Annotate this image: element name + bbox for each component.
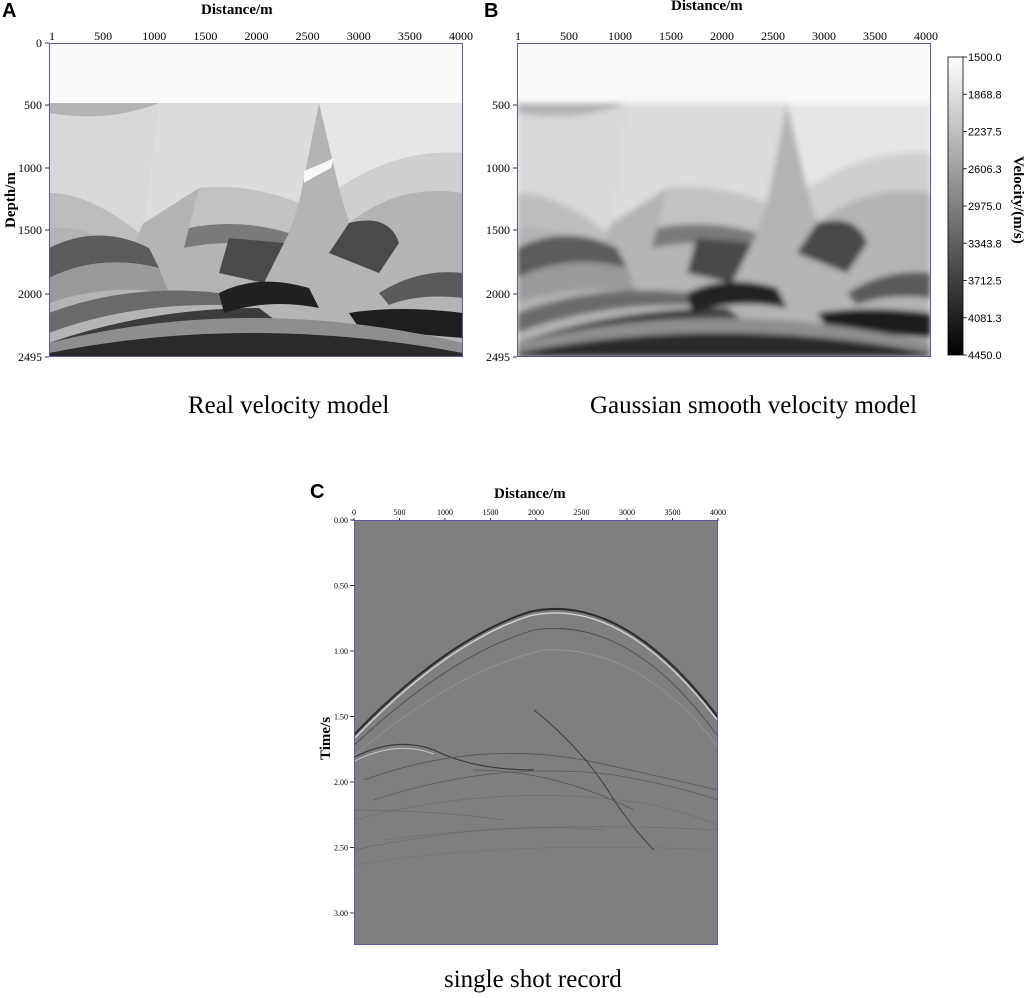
x-tick-label: 4000 <box>914 29 938 43</box>
panel-b-label: B <box>484 0 499 22</box>
y-tick-label: 1000 <box>486 161 510 175</box>
x-tick-label: 500 <box>94 29 112 43</box>
x-tick-label: 4000 <box>449 29 473 43</box>
x-tick-label: 3000 <box>619 508 635 517</box>
x-tick-label: 3000 <box>812 29 836 43</box>
x-tick-label: 2000 <box>710 29 734 43</box>
y-tick-label: 2000 <box>486 287 510 301</box>
y-tick-label: 0 <box>36 36 42 50</box>
x-tick-label: 2500 <box>296 29 320 43</box>
panel-c-caption: single shot record <box>444 966 622 993</box>
colorbar-tick-label: 1868.8 <box>968 89 1002 101</box>
panel-a-x-axis-title: Distance/m <box>201 2 273 18</box>
y-tick-label: 2.50 <box>334 844 348 853</box>
panel-a-caption: Real velocity model <box>188 392 390 419</box>
x-tick-label: 1500 <box>193 29 217 43</box>
x-tick-label: 1000 <box>437 508 453 517</box>
panel-b-x-axis-title: Distance/m <box>671 0 743 14</box>
colorbar-tick-label: 3712.5 <box>968 276 1002 288</box>
x-tick-label: 3000 <box>347 29 371 43</box>
panel-b-y-ticks: 500 1000 1500 2000 2495 <box>486 98 517 364</box>
x-tick-label: 1 <box>515 29 521 43</box>
y-tick-label: 1500 <box>18 223 42 237</box>
colorbar-tick-label: 2606.3 <box>968 164 1002 176</box>
water-layer <box>49 43 463 103</box>
panel-a-y-ticks: 0 500 1000 1500 2000 2495 <box>18 36 49 364</box>
velocity-model-real <box>49 43 463 357</box>
y-tick-label: 3.00 <box>334 909 348 918</box>
x-tick-label: 3500 <box>665 508 681 517</box>
colorbar-tick-label: 2237.5 <box>968 127 1002 139</box>
y-tick-label: 500 <box>492 98 510 112</box>
panel-a-label: A <box>2 0 17 22</box>
panel-c-label: C <box>310 481 325 503</box>
x-tick-label: 2500 <box>574 508 590 517</box>
y-tick-label: 1.00 <box>334 647 348 656</box>
colorbar-tick-label: 2975.0 <box>968 201 1002 213</box>
x-tick-label: 1500 <box>659 29 683 43</box>
x-tick-label: 3500 <box>863 29 887 43</box>
y-tick-label: 0.50 <box>334 582 348 591</box>
velocity-colorbar: 1500.0 1868.8 2237.5 2606.3 2975.0 3343.8 3712… <box>947 52 1002 362</box>
colorbar-tick-label: 4081.3 <box>968 313 1002 325</box>
y-tick-label: 1.50 <box>334 713 348 722</box>
colorbar-tick-label: 3343.8 <box>968 238 1002 250</box>
x-tick-label: 500 <box>560 29 578 43</box>
shot-record <box>354 520 718 945</box>
y-tick-label: 1500 <box>486 223 510 237</box>
panel-c-y-ticks: 0.00 0.50 1.00 1.50 2.00 2.50 3.00 <box>334 516 354 918</box>
colorbar-tick-label: 1500.0 <box>968 52 1002 64</box>
x-tick-label: 4000 <box>710 508 726 517</box>
x-tick-label: 1000 <box>142 29 166 43</box>
x-tick-label: 3500 <box>398 29 422 43</box>
y-tick-label: 2495 <box>18 350 42 364</box>
panel-b-x-ticks: 1 500 1000 1500 2000 2500 3000 3500 4000 <box>515 29 938 47</box>
y-tick-label: 2495 <box>486 350 510 364</box>
x-tick-label: 1500 <box>483 508 499 517</box>
x-tick-label: 2000 <box>245 29 269 43</box>
y-tick-label: 500 <box>24 98 42 112</box>
panel-b-caption: Gaussian smooth velocity model <box>590 392 918 419</box>
velocity-model-smooth <box>517 43 931 357</box>
panel-c-x-axis-title: Distance/m <box>494 486 566 502</box>
x-tick-label: 0 <box>352 508 356 517</box>
y-tick-label: 2000 <box>18 287 42 301</box>
x-tick-label: 1 <box>49 29 55 43</box>
colorbar-tick-label: 4450.0 <box>968 350 1002 362</box>
x-tick-label: 2500 <box>761 29 785 43</box>
panel-c-x-ticks: 0 500 1000 1500 2000 2500 3000 3500 4000 <box>352 508 726 521</box>
x-tick-label: 500 <box>394 508 406 517</box>
x-tick-label: 2000 <box>528 508 544 517</box>
y-tick-label: 2.00 <box>334 778 348 787</box>
x-tick-label: 1000 <box>608 29 632 43</box>
y-tick-label: 0.00 <box>334 516 348 525</box>
y-tick-label: 1000 <box>18 161 42 175</box>
